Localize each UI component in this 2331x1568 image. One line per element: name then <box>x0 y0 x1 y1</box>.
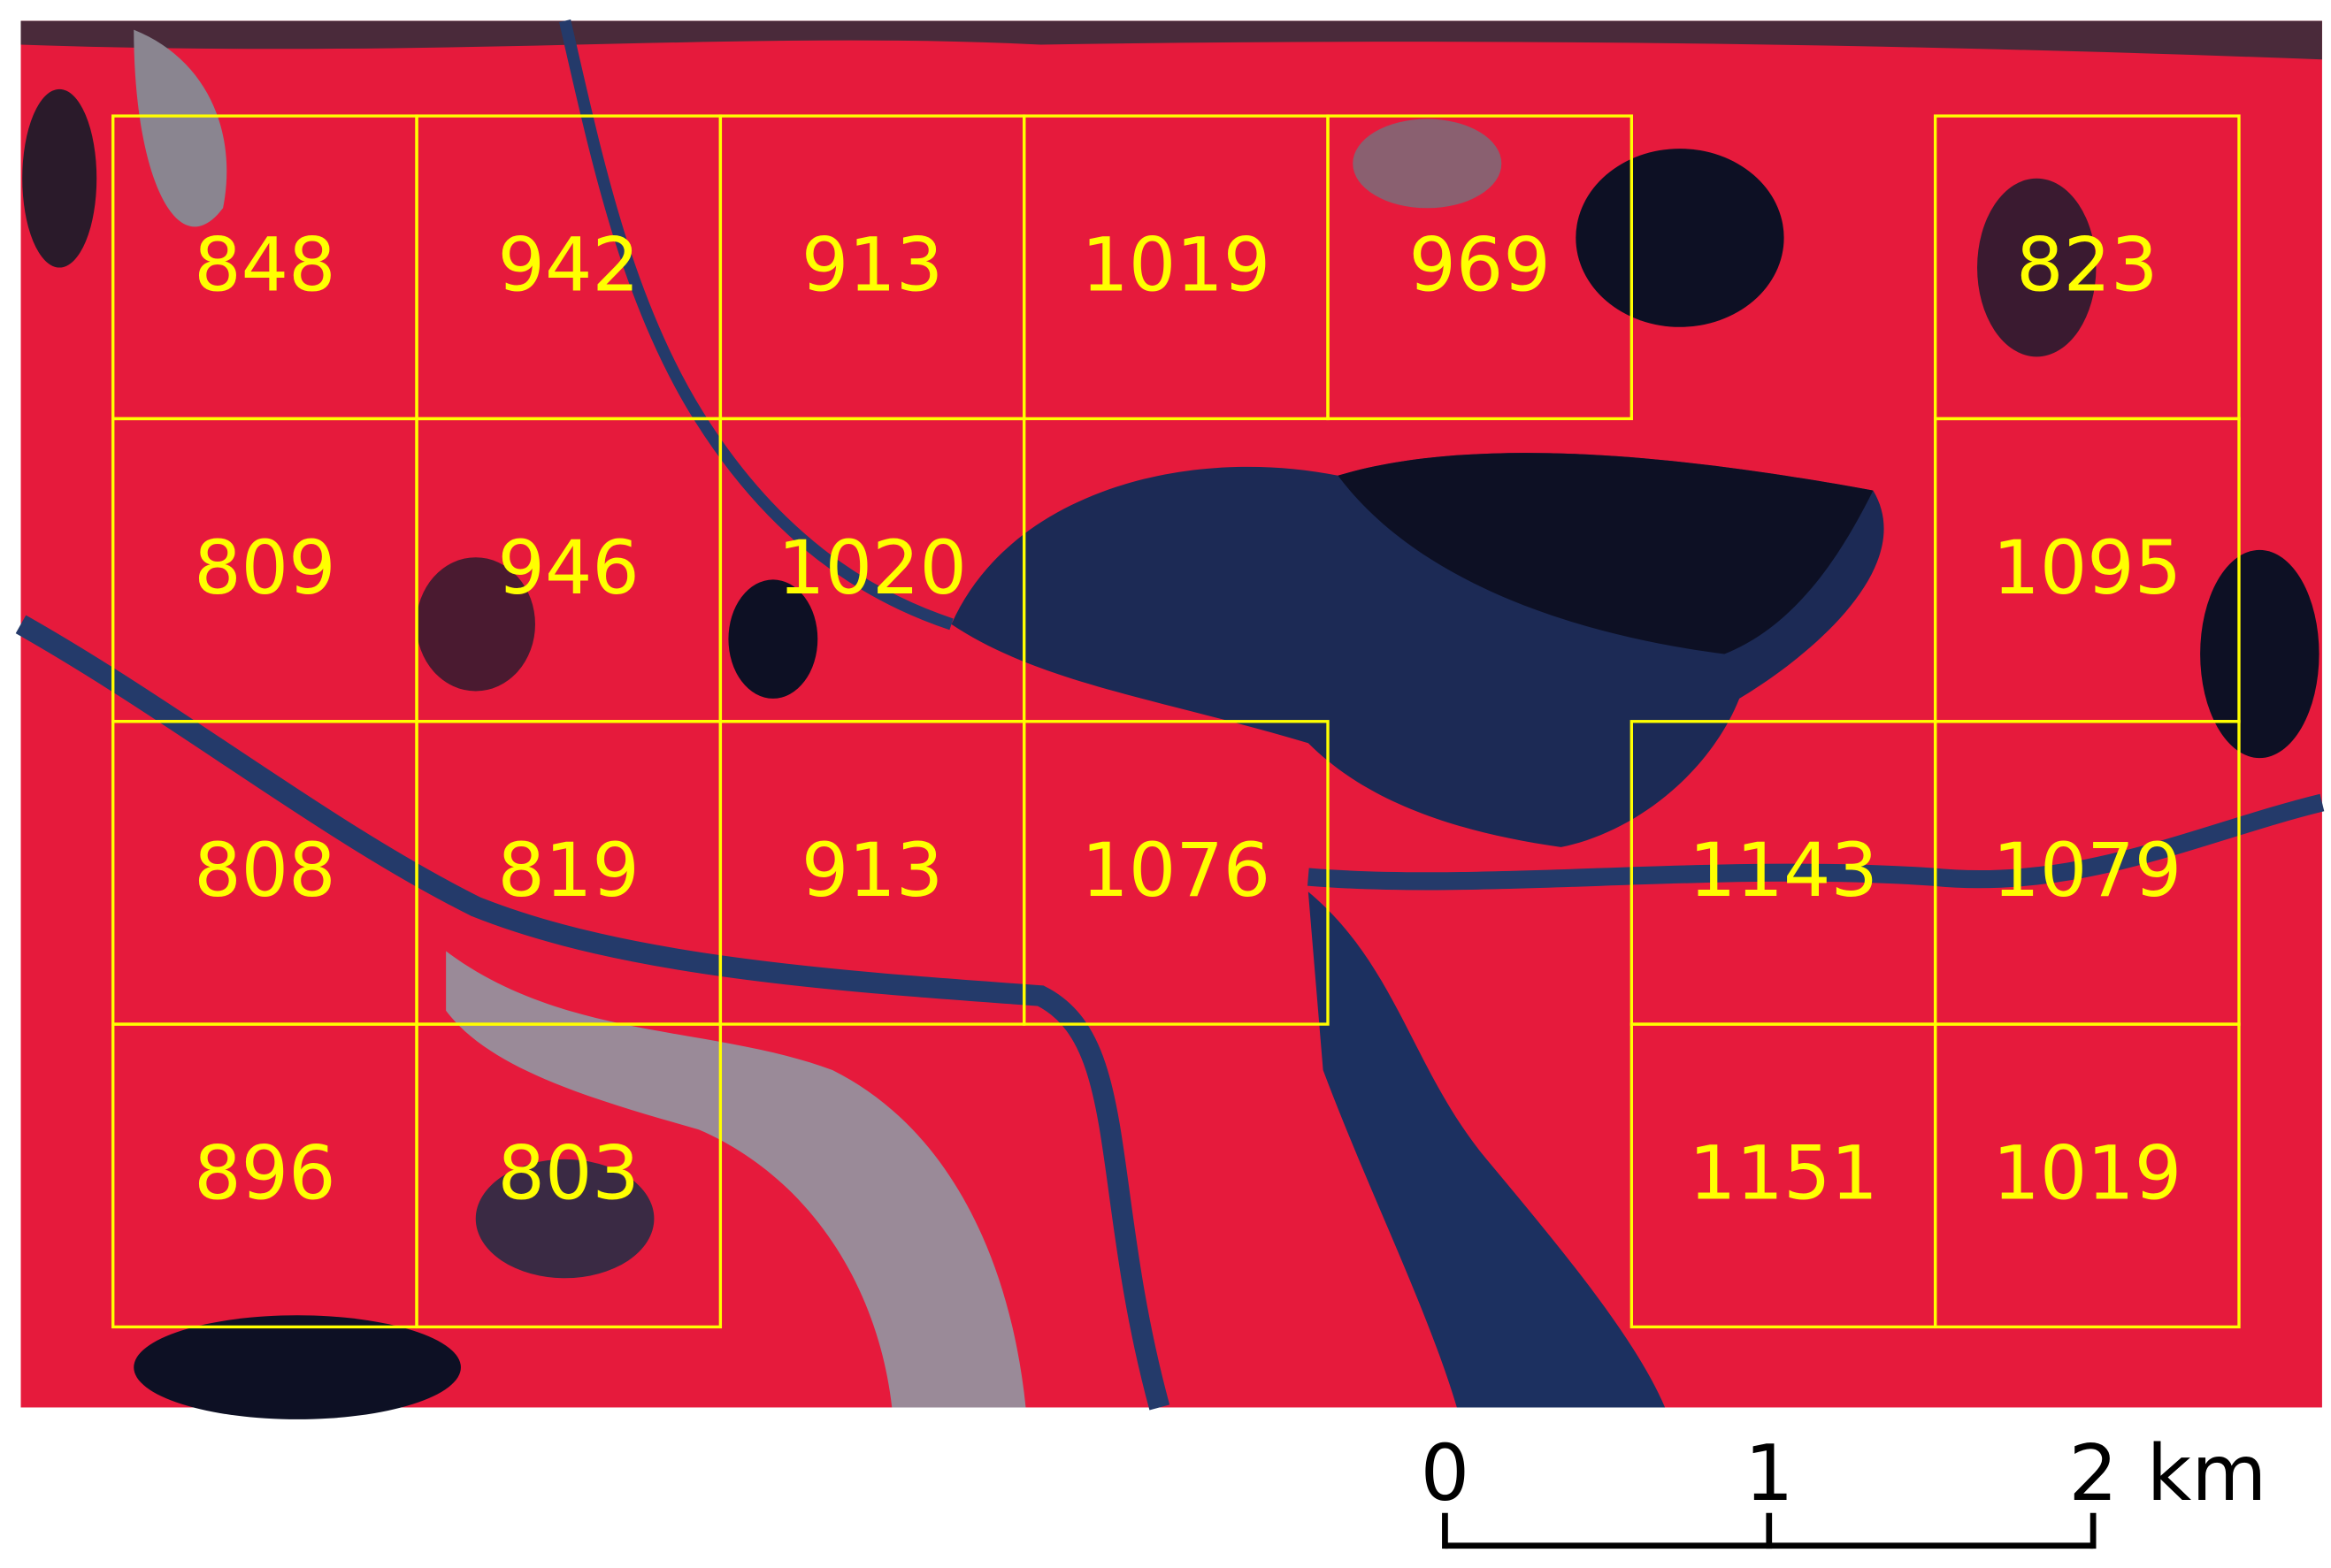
cell-label: 946 <box>498 524 640 611</box>
cell-label: 823 <box>2016 222 2158 309</box>
cell-label: 1143 <box>1689 827 1878 914</box>
cell-label: 1019 <box>1992 1130 2181 1217</box>
cell-label: 896 <box>194 1130 335 1217</box>
cell-label: 1079 <box>1992 827 2181 914</box>
cell-label: 969 <box>1408 222 1550 309</box>
cell-label: 848 <box>194 222 335 309</box>
grid-cell <box>1933 1022 2241 1329</box>
cell-label: 808 <box>194 827 335 914</box>
cell-label: 1151 <box>1689 1130 1878 1217</box>
scale-label: 2 <box>2068 1428 2118 1518</box>
grid-cell <box>1326 114 1634 421</box>
scale-bar: 0 1 2 km <box>1421 1428 2267 1549</box>
grid: 848 942 913 1019 969 823 809 946 1020 1095 808 819 9… <box>111 114 2241 1329</box>
grid-cell <box>415 1022 723 1329</box>
scale-label: 0 <box>1421 1428 1470 1518</box>
grid-cell <box>1023 720 1330 1026</box>
cell-label: 819 <box>498 827 640 914</box>
cell-label: 1020 <box>778 524 967 611</box>
cell-label: 1019 <box>1081 222 1270 309</box>
scale-label: 1 <box>1744 1428 1794 1518</box>
cell-label: 1076 <box>1081 827 1270 914</box>
scale-unit: km <box>2147 1428 2267 1518</box>
cell-label: 803 <box>498 1130 640 1217</box>
cell-label: 913 <box>801 827 943 914</box>
cell-label: 809 <box>194 524 335 611</box>
satellite-image <box>15 19 2325 1419</box>
cell-label: 913 <box>801 222 943 309</box>
cell-label: 942 <box>498 222 640 309</box>
cell-label: 1095 <box>1992 524 2181 611</box>
